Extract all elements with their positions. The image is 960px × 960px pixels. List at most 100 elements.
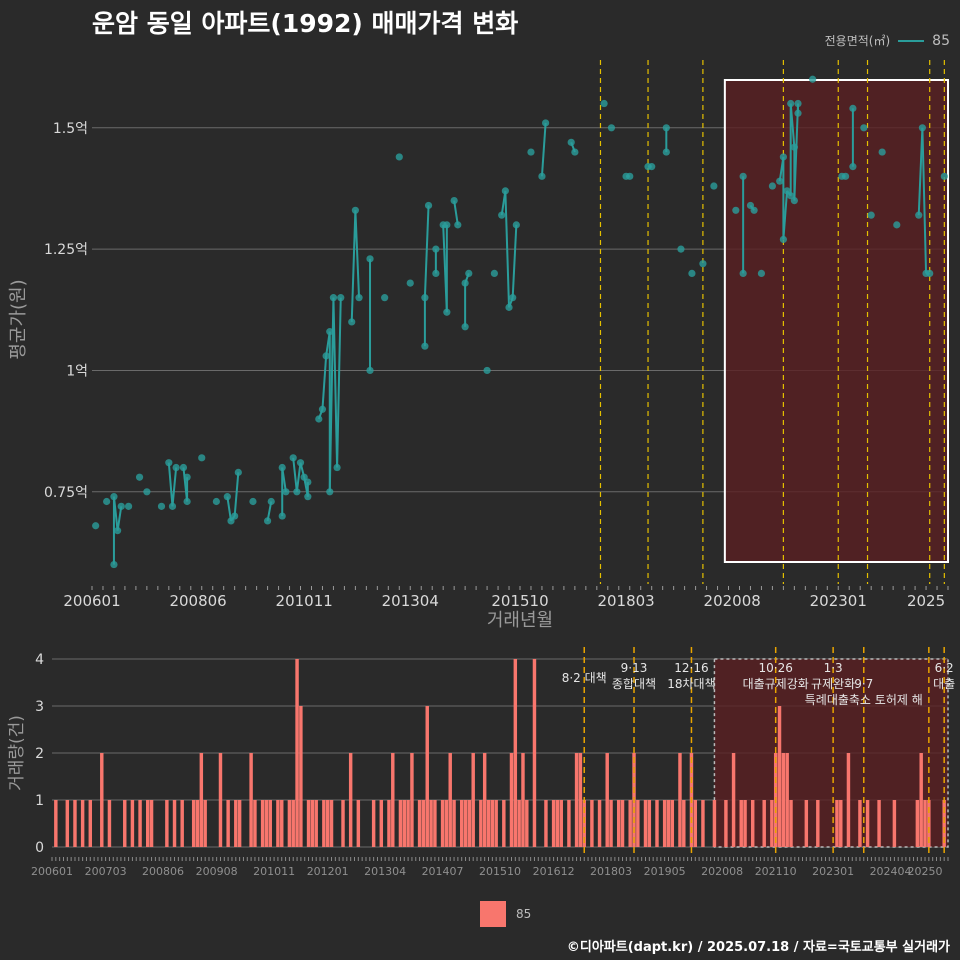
- bar: [525, 800, 529, 847]
- bar-x-tick-label: 201201: [307, 865, 349, 878]
- bar: [218, 753, 223, 847]
- series-segment: [233, 472, 240, 517]
- policy-label: 6·2: [935, 661, 954, 675]
- bar: [440, 800, 445, 847]
- bar: [387, 800, 391, 847]
- legend-line-swatch: [898, 39, 925, 42]
- legend-bar-swatch: [480, 901, 506, 927]
- bar: [643, 800, 648, 847]
- policy-label: 규제완화: [811, 677, 855, 691]
- policy-label: 18차대책: [667, 676, 715, 691]
- bar: [54, 800, 58, 847]
- policy-label: 1·3: [824, 661, 843, 675]
- data-point: [326, 488, 334, 496]
- series-segment: [423, 205, 430, 298]
- bar-x-tick-label: 20250: [908, 865, 943, 878]
- bar: [777, 706, 782, 847]
- data-point: [231, 512, 239, 520]
- data-point: [351, 206, 359, 214]
- data-point: [355, 294, 363, 302]
- bar: [398, 800, 403, 847]
- data-point: [768, 182, 777, 190]
- bar: [402, 800, 406, 847]
- policy-label: 12·16: [674, 661, 708, 675]
- bar: [544, 800, 548, 847]
- bar: [513, 659, 518, 847]
- data-point: [757, 269, 766, 277]
- bar: [226, 800, 230, 847]
- bar-x-tick-label: 202404: [870, 865, 912, 878]
- series-segment: [321, 355, 328, 410]
- y-tick-label: 1억: [66, 363, 88, 379]
- bar: [892, 800, 897, 847]
- data-point: [296, 459, 305, 467]
- data-point: [110, 493, 118, 501]
- x-tick-label: 201304: [382, 592, 439, 610]
- bar: [915, 800, 920, 847]
- bar: [310, 800, 315, 847]
- bar: [655, 800, 659, 847]
- series-segment: [292, 457, 298, 492]
- bar: [682, 800, 686, 847]
- x-tick-label: 201011: [276, 592, 333, 610]
- bar: [490, 800, 495, 847]
- data-point: [915, 211, 923, 219]
- data-point: [143, 488, 151, 496]
- bar: [180, 800, 184, 847]
- data-point: [366, 255, 374, 263]
- series-segment: [354, 210, 361, 298]
- bar: [482, 753, 487, 847]
- data-point: [117, 502, 125, 510]
- series-segment: [921, 127, 928, 274]
- bar: [107, 800, 112, 847]
- series-segment: [793, 103, 800, 201]
- series-segment: [511, 224, 518, 298]
- data-point: [183, 497, 191, 506]
- bar-y-axis-label: 거래량(건): [7, 715, 27, 791]
- y-tick-label: 1.25억: [44, 242, 88, 258]
- data-point: [267, 497, 275, 506]
- bar-y-tick-label: 4: [35, 652, 44, 668]
- bar: [371, 800, 376, 847]
- bar: [739, 800, 743, 847]
- bar: [421, 800, 426, 847]
- bar: [509, 753, 514, 847]
- bar: [486, 800, 491, 847]
- bar: [816, 800, 820, 847]
- data-point: [739, 172, 747, 180]
- x-axis-label: 거래년월: [487, 610, 553, 631]
- bar: [444, 800, 449, 847]
- bar: [731, 753, 736, 847]
- series-segment: [504, 190, 511, 308]
- data-point: [626, 172, 634, 180]
- bar-y-tick-label: 2: [35, 746, 44, 762]
- data-point: [212, 497, 220, 506]
- data-point: [424, 201, 433, 210]
- bottom-legend: 85: [480, 901, 531, 927]
- bar: [73, 800, 77, 847]
- bar: [356, 800, 361, 847]
- bar: [678, 753, 682, 847]
- data-point: [662, 124, 670, 132]
- x-tick-label: 201803: [597, 592, 654, 610]
- data-point: [505, 303, 513, 311]
- bar: [199, 753, 204, 847]
- bar: [865, 800, 870, 847]
- bar: [770, 800, 774, 847]
- bar: [919, 753, 923, 847]
- bar: [391, 753, 395, 847]
- bar: [555, 800, 560, 847]
- bar: [348, 753, 353, 847]
- data-point: [699, 260, 707, 268]
- bar: [846, 753, 851, 847]
- bar: [130, 800, 135, 847]
- page-title: 운암 동일 아파트(1992) 매매가격 변화: [92, 9, 519, 38]
- data-point: [860, 124, 868, 132]
- series-segment: [453, 200, 459, 226]
- data-point: [849, 163, 857, 171]
- bar: [379, 800, 384, 847]
- series-segment: [540, 122, 547, 177]
- bar: [260, 800, 265, 847]
- data-point: [794, 99, 802, 108]
- bar: [425, 706, 429, 847]
